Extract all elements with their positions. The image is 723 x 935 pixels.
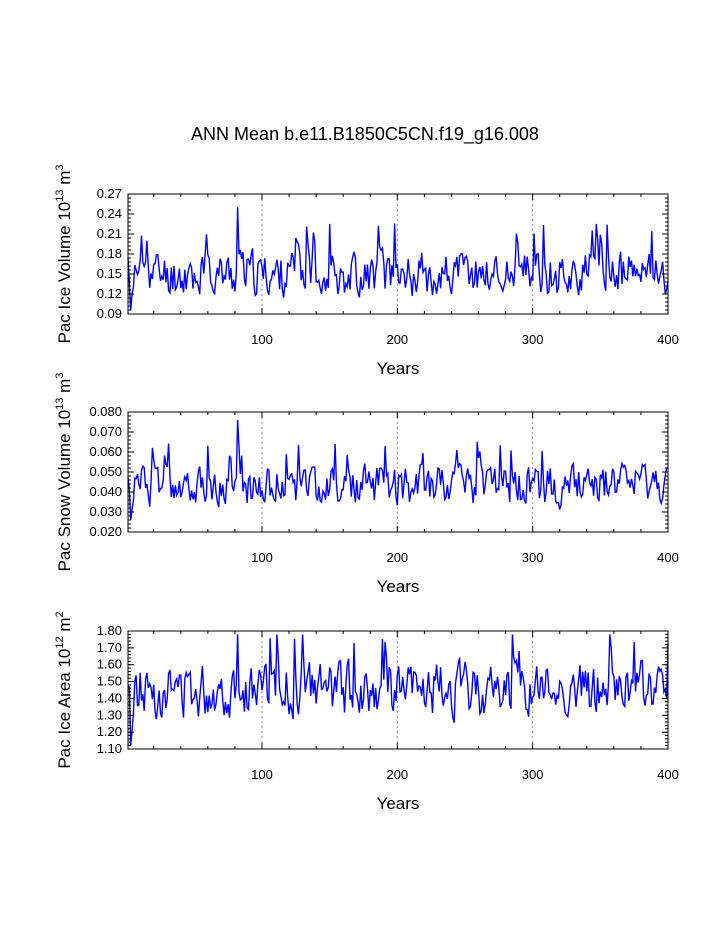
y-tick-label: 1.70	[97, 640, 122, 655]
y-axis-label-unit: m	[55, 171, 74, 185]
x-tick-label: 300	[522, 332, 544, 347]
y-tick-label: 0.09	[97, 306, 122, 321]
x-axis-label: Years	[377, 794, 420, 813]
y-axis-label-exp: 13	[54, 398, 66, 410]
y-axis-label-unit: m	[55, 617, 74, 631]
y-tick-label: 1.10	[97, 741, 122, 756]
y-tick-label: 1.80	[97, 623, 122, 638]
y-tick-label: 0.21	[97, 226, 122, 241]
y-axis-label-unit-exp: 3	[54, 164, 66, 170]
x-tick-label: 300	[522, 767, 544, 782]
y-tick-label: 1.20	[97, 724, 122, 739]
y-tick-labels: 0.020 0.030 0.040 0.050 0.060 0.070 0.08…	[89, 404, 122, 539]
y-axis-label-unit: m	[55, 379, 74, 393]
y-tick-label: 1.50	[97, 674, 122, 689]
y-tick-label: 0.18	[97, 246, 122, 261]
vgrid-lines	[261, 194, 534, 314]
y-tick-labels: 0.09 0.12 0.15 0.18 0.21 0.24 0.27	[97, 186, 122, 321]
x-tick-label: 300	[522, 550, 544, 565]
series-line	[127, 207, 669, 311]
y-axis-label: Pac Ice Volume 1013 m3	[54, 164, 74, 343]
y-tick-label: 0.15	[97, 266, 122, 281]
y-tick-labels: 1.10 1.20 1.30 1.40 1.50 1.60 1.70 1.80	[97, 623, 122, 756]
y-tick-label: 0.030	[89, 504, 122, 519]
x-tick-label: 100	[251, 550, 273, 565]
x-tick-label: 100	[251, 767, 273, 782]
y-axis-label-exp: 13	[54, 190, 66, 202]
x-tick-labels: 100 200 300 400	[251, 767, 679, 782]
x-tick-label: 100	[251, 332, 273, 347]
y-axis-label: Pac Snow Volume 1013 m3	[54, 373, 74, 572]
y-tick-label: 0.040	[89, 484, 122, 499]
y-axis-label-unit-exp: 3	[54, 373, 66, 379]
x-axis-label: Years	[377, 359, 420, 378]
tick-marks	[128, 411, 669, 533]
y-tick-label: 1.40	[97, 690, 122, 705]
x-tick-labels: 100 200 300 400	[251, 332, 679, 347]
y-tick-label: 0.050	[89, 464, 122, 479]
y-tick-label: 0.27	[97, 186, 122, 201]
y-tick-label: 0.060	[89, 444, 122, 459]
x-tick-label: 400	[657, 767, 679, 782]
y-tick-label: 0.020	[89, 524, 122, 539]
y-tick-label: 0.080	[89, 404, 122, 419]
series-line	[127, 419, 669, 521]
x-tick-label: 200	[386, 550, 408, 565]
y-axis-label-unit-exp: 2	[54, 611, 66, 617]
y-tick-label: 0.070	[89, 424, 122, 439]
x-tick-label: 400	[657, 550, 679, 565]
vgrid-lines	[261, 412, 534, 532]
x-tick-label: 200	[386, 332, 408, 347]
y-axis-label-main: Pac Ice Volume 10	[55, 202, 74, 344]
x-tick-label: 200	[386, 767, 408, 782]
panel-pac-snow-volume: 100 200 300 400 0.020 0.030 0.040 0.050 …	[54, 373, 679, 596]
y-axis-label-main: Pac Ice Area 10	[55, 649, 74, 769]
y-axis-label-exp: 12	[54, 636, 66, 648]
x-axis-label: Years	[377, 577, 420, 596]
figure-title: ANN Mean b.e11.B1850C5CN.f19_g16.008	[191, 124, 539, 145]
series-line	[127, 634, 669, 746]
y-tick-label: 0.12	[97, 286, 122, 301]
y-tick-label: 1.30	[97, 707, 122, 722]
panel-pac-ice-volume: 100 200 300 400 0.09 0.12 0.15 0.18 0.21…	[54, 164, 679, 378]
tick-marks	[128, 630, 669, 750]
y-tick-label: 1.60	[97, 657, 122, 672]
y-axis-label: Pac Ice Area 1012 m2	[54, 611, 74, 768]
y-tick-label: 0.24	[97, 206, 122, 221]
x-tick-label: 400	[657, 332, 679, 347]
y-axis-label-main: Pac Snow Volume 10	[55, 410, 74, 572]
plot-frame	[127, 193, 669, 315]
plot-frame	[127, 630, 669, 750]
tick-marks	[128, 193, 669, 315]
x-tick-labels: 100 200 300 400	[251, 550, 679, 565]
panel-pac-ice-area: 100 200 300 400 1.10 1.20 1.30 1.40 1.50…	[54, 611, 679, 813]
